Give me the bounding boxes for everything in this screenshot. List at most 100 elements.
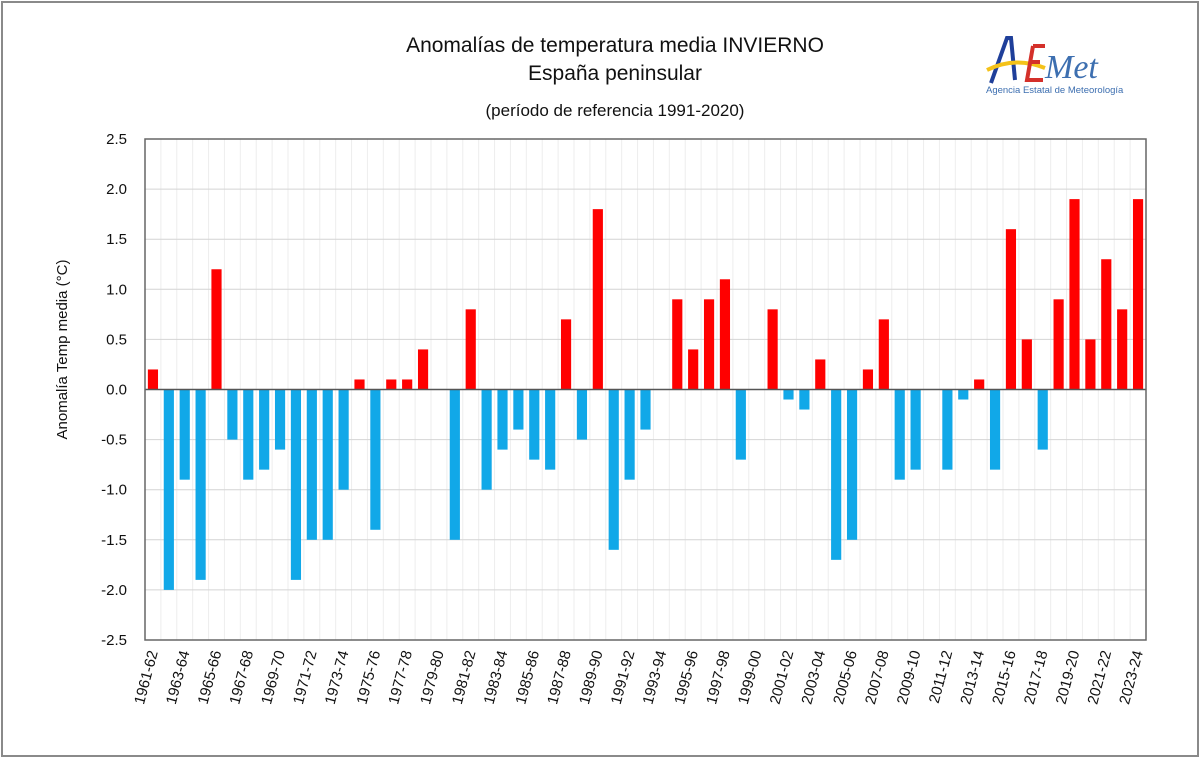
bar-1977-78: [402, 379, 413, 390]
bar-1962-63: [163, 389, 174, 590]
bar-2003-04: [815, 359, 826, 390]
bar-1991-92: [624, 389, 635, 480]
x-tick-label: 1983-84: [481, 649, 512, 707]
x-tick-label: 1985-86: [512, 649, 543, 707]
bar-2002-03: [799, 389, 810, 410]
bar-2000-01: [767, 309, 778, 390]
y-tick-label: 2.0: [106, 181, 127, 198]
x-tick-label: 1991-92: [608, 649, 639, 707]
x-tick-label: 2007-08: [862, 649, 893, 707]
x-tick-label: 1989-90: [576, 649, 607, 707]
bar-1986-87: [545, 389, 556, 470]
bar-1990-91: [608, 389, 619, 550]
logo-subtitle: Agencia Estatal de Meteorología: [986, 85, 1124, 96]
bar-2019-20: [1069, 199, 1080, 390]
bar-2006-07: [862, 369, 874, 390]
bar-2015-16: [1005, 229, 1017, 390]
x-tick-label: 2013-14: [957, 649, 988, 707]
x-tick-label: 1997-98: [703, 649, 734, 707]
bar-1985-86: [529, 389, 540, 460]
bar-2016-17: [1021, 339, 1032, 390]
bar-1995-96: [688, 349, 699, 390]
y-tick-label: 1.5: [106, 231, 127, 248]
bar-1992-93: [640, 389, 651, 430]
bar-1984-85: [513, 389, 524, 430]
x-tick-label: 2001-02: [767, 649, 798, 707]
y-tick-label: -2.0: [101, 582, 127, 599]
x-tick-label: 1963-64: [163, 649, 194, 707]
chart-note: (período de referencia 1991-2020): [485, 101, 745, 120]
x-tick-label: 2015-16: [989, 649, 1020, 707]
bar-2004-05: [831, 389, 842, 560]
bar-1968-69: [259, 389, 270, 470]
bar-1967-68: [243, 389, 254, 480]
x-tick-label: 1969-70: [258, 649, 289, 707]
bar-2018-19: [1053, 299, 1064, 390]
x-tick-label: 2021-22: [1084, 649, 1115, 707]
bar-2001-02: [783, 389, 794, 400]
y-tick-label: 2.5: [106, 131, 127, 148]
y-tick-label: 1.0: [106, 281, 127, 298]
bar-1973-74: [338, 389, 349, 490]
x-tick-label: 2011-12: [926, 649, 956, 705]
bar-1982-83: [481, 389, 492, 490]
bar-1969-70: [274, 389, 286, 450]
y-tick-label: 0.5: [106, 331, 127, 348]
bar-2017-18: [1037, 389, 1048, 450]
bar-2009-10: [910, 389, 921, 470]
y-tick-label: 0.0: [106, 382, 127, 399]
bar-1983-84: [497, 389, 508, 450]
x-tick-label: 1965-66: [195, 649, 226, 707]
bar-1974-75: [354, 379, 365, 390]
bar-2014-15: [989, 389, 1001, 470]
bar-1965-66: [211, 269, 222, 390]
y-tick-label: -2.5: [101, 632, 127, 649]
x-tick-label: 1993-94: [640, 649, 671, 707]
x-tick-label: 1979-80: [417, 649, 448, 707]
bar-1970-71: [290, 389, 302, 580]
bar-2022-23: [1117, 309, 1128, 390]
bar-2020-21: [1085, 339, 1096, 390]
bar-1994-95: [672, 299, 683, 390]
x-tick-label: 1971-72: [290, 649, 321, 707]
bar-1961-62: [147, 369, 159, 390]
bar-2007-08: [878, 319, 889, 390]
bar-1978-79: [417, 349, 429, 390]
x-tick-label: 1977-78: [385, 649, 416, 707]
bar-2011-12: [942, 389, 953, 470]
x-tick-label: 1975-76: [354, 649, 385, 707]
bar-1976-77: [386, 379, 397, 390]
bar-1987-88: [560, 319, 572, 390]
bar-1998-99: [735, 389, 746, 460]
y-tick-label: -1.0: [101, 482, 127, 499]
x-tick-label: 2017-18: [1021, 649, 1052, 707]
svg-text:Met: Met: [1044, 49, 1099, 86]
bar-2023-24: [1132, 199, 1144, 390]
x-tick-label: 1973-74: [322, 649, 353, 707]
x-tick-label: 2003-04: [798, 649, 829, 707]
bar-1980-81: [449, 389, 460, 540]
x-tick-label: 1999-00: [735, 649, 766, 707]
x-tick-label: 1961-62: [131, 649, 162, 707]
x-tick-label: 1967-68: [226, 649, 257, 707]
bar-1972-73: [322, 389, 333, 540]
aemet-logo: Met: [986, 36, 1099, 86]
x-tick-label: 1995-96: [671, 649, 702, 707]
bar-1988-89: [576, 389, 588, 440]
bar-2013-14: [974, 379, 985, 390]
y-axis-label: Anomalía Temp media (°C): [54, 260, 71, 440]
bar-2021-22: [1101, 259, 1112, 390]
x-tick-label: 1981-82: [449, 649, 480, 707]
x-tick-label: 1987-88: [544, 649, 575, 707]
bar-1989-90: [592, 209, 603, 390]
bar-1981-82: [465, 309, 476, 390]
x-tick-label: 2005-06: [830, 649, 861, 707]
bar-1966-67: [227, 389, 238, 440]
y-tick-label: -0.5: [101, 432, 127, 449]
bar-1975-76: [370, 389, 381, 530]
bar-1997-98: [719, 279, 731, 390]
chart-title: Anomalías de temperatura media INVIERNO: [406, 34, 824, 57]
x-tick-label: 2023-24: [1116, 649, 1147, 707]
bar-1963-64: [179, 389, 190, 480]
